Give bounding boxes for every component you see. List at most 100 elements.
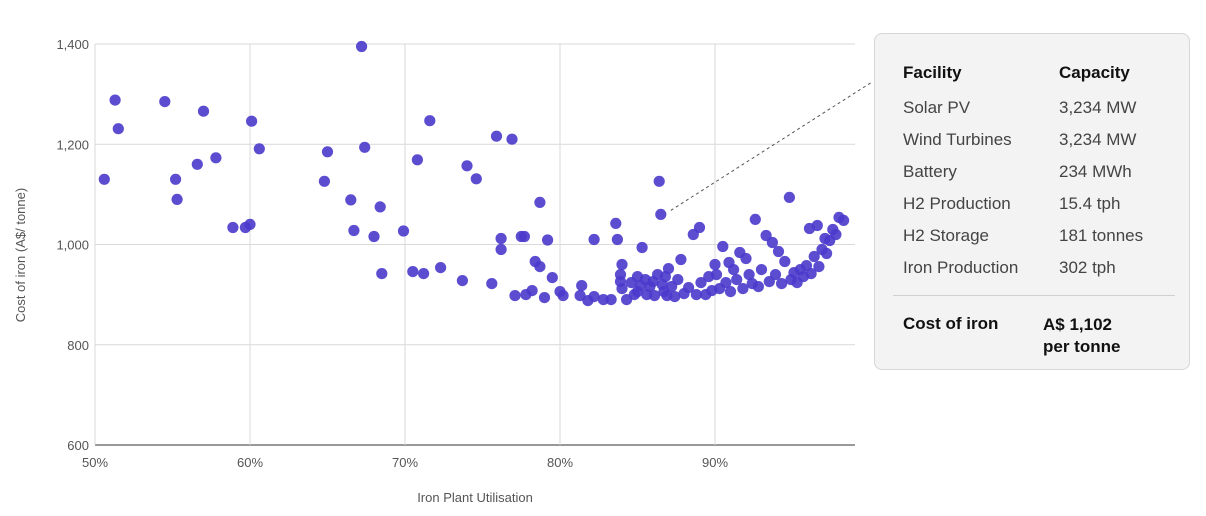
data-point xyxy=(776,278,788,290)
facility-capacity: 302 tph xyxy=(1059,258,1116,277)
y-tick-label: 800 xyxy=(67,338,89,353)
data-point xyxy=(597,294,610,306)
data-point xyxy=(588,233,600,246)
data-point xyxy=(546,272,558,284)
data-point xyxy=(779,255,791,268)
data-point xyxy=(210,152,222,164)
data-point xyxy=(811,219,823,232)
x-tick-label: 80% xyxy=(547,455,573,470)
data-point xyxy=(610,217,622,229)
data-point xyxy=(486,278,498,290)
data-point xyxy=(783,191,796,203)
data-point xyxy=(368,230,380,243)
data-point xyxy=(534,261,546,273)
data-point xyxy=(461,160,473,172)
grid-lines xyxy=(94,43,855,446)
data-point xyxy=(348,224,360,237)
data-point xyxy=(616,258,628,271)
data-point xyxy=(653,175,665,187)
data-point xyxy=(191,158,203,170)
data-point xyxy=(717,240,729,253)
data-point xyxy=(518,230,531,243)
facility-table: Facility Capacity Solar PV 3,234 MW Wind… xyxy=(903,62,1173,284)
data-point xyxy=(345,194,357,206)
data-point xyxy=(538,292,551,304)
data-point xyxy=(740,252,752,265)
cost-label: Cost of iron xyxy=(903,314,999,333)
data-point xyxy=(672,274,684,286)
cost-amount: A$ 1,102 xyxy=(1043,315,1112,334)
data-point xyxy=(695,277,707,289)
facility-capacity: 3,234 MW xyxy=(1059,98,1137,117)
data-point xyxy=(356,40,368,53)
data-point xyxy=(407,266,419,278)
data-point xyxy=(244,218,256,230)
data-point xyxy=(769,269,782,281)
data-point xyxy=(227,221,239,234)
data-point xyxy=(456,275,468,287)
data-point xyxy=(709,258,721,271)
data-points xyxy=(98,40,850,307)
data-point xyxy=(490,130,503,142)
data-point xyxy=(830,228,842,241)
facility-capacity: 234 MWh xyxy=(1059,162,1132,181)
data-point xyxy=(318,175,330,187)
tick-labels: 600 800 1,000 1,200 1,400 50% 60% 70% 80% 90% xyxy=(56,37,728,470)
header-facility: Facility xyxy=(903,63,962,82)
data-point xyxy=(557,290,569,302)
data-point xyxy=(675,253,687,266)
data-point xyxy=(690,289,703,301)
y-tick-label: 1,400 xyxy=(56,37,89,52)
data-point xyxy=(411,154,423,166)
data-point xyxy=(526,285,538,297)
facility-name: H2 Storage xyxy=(903,226,989,245)
data-point xyxy=(724,286,737,298)
data-point xyxy=(710,269,723,281)
data-point xyxy=(159,96,171,108)
data-point xyxy=(693,221,706,234)
data-point xyxy=(197,105,210,117)
data-point xyxy=(669,291,681,303)
data-point xyxy=(737,283,749,295)
data-point xyxy=(418,268,430,280)
facility-name: Solar PV xyxy=(903,98,971,117)
data-point xyxy=(506,133,518,145)
data-point xyxy=(253,143,265,155)
data-point xyxy=(749,213,761,225)
cost-unit: per tonne xyxy=(1043,337,1121,356)
data-point xyxy=(611,233,624,246)
data-point xyxy=(109,94,121,106)
data-point xyxy=(655,208,667,220)
data-point xyxy=(588,291,600,303)
y-tick-label: 1,200 xyxy=(56,137,89,152)
data-point xyxy=(112,123,124,135)
data-point xyxy=(683,282,695,294)
facility-name: Iron Production xyxy=(903,258,1019,277)
header-capacity: Capacity xyxy=(1059,63,1130,82)
data-point xyxy=(321,146,334,158)
data-point xyxy=(470,173,482,185)
data-point xyxy=(752,281,765,293)
data-point xyxy=(605,294,617,306)
facility-name: Battery xyxy=(903,162,957,181)
data-point xyxy=(766,236,779,249)
facility-row: Wind Turbines 3,234 MW xyxy=(903,124,1173,156)
facility-row: H2 Production 15.4 tph xyxy=(903,188,1173,220)
data-point xyxy=(495,243,507,256)
data-point xyxy=(495,232,507,245)
data-point xyxy=(755,264,768,276)
facility-capacity: 3,234 MW xyxy=(1059,130,1137,149)
cost-summary: Cost of iron A$ 1,102 per tonne xyxy=(903,314,1120,358)
data-point xyxy=(616,283,628,295)
facility-row: Battery 234 MWh xyxy=(903,156,1173,188)
facility-capacity: 15.4 tph xyxy=(1059,194,1121,213)
data-point xyxy=(359,141,371,153)
data-point xyxy=(743,269,755,281)
data-point xyxy=(805,268,817,280)
data-point xyxy=(424,115,436,127)
data-point xyxy=(542,234,554,246)
facility-name: Wind Turbines xyxy=(903,130,1012,149)
data-point xyxy=(720,277,732,289)
facility-callout-panel: Facility Capacity Solar PV 3,234 MW Wind… xyxy=(874,33,1190,370)
